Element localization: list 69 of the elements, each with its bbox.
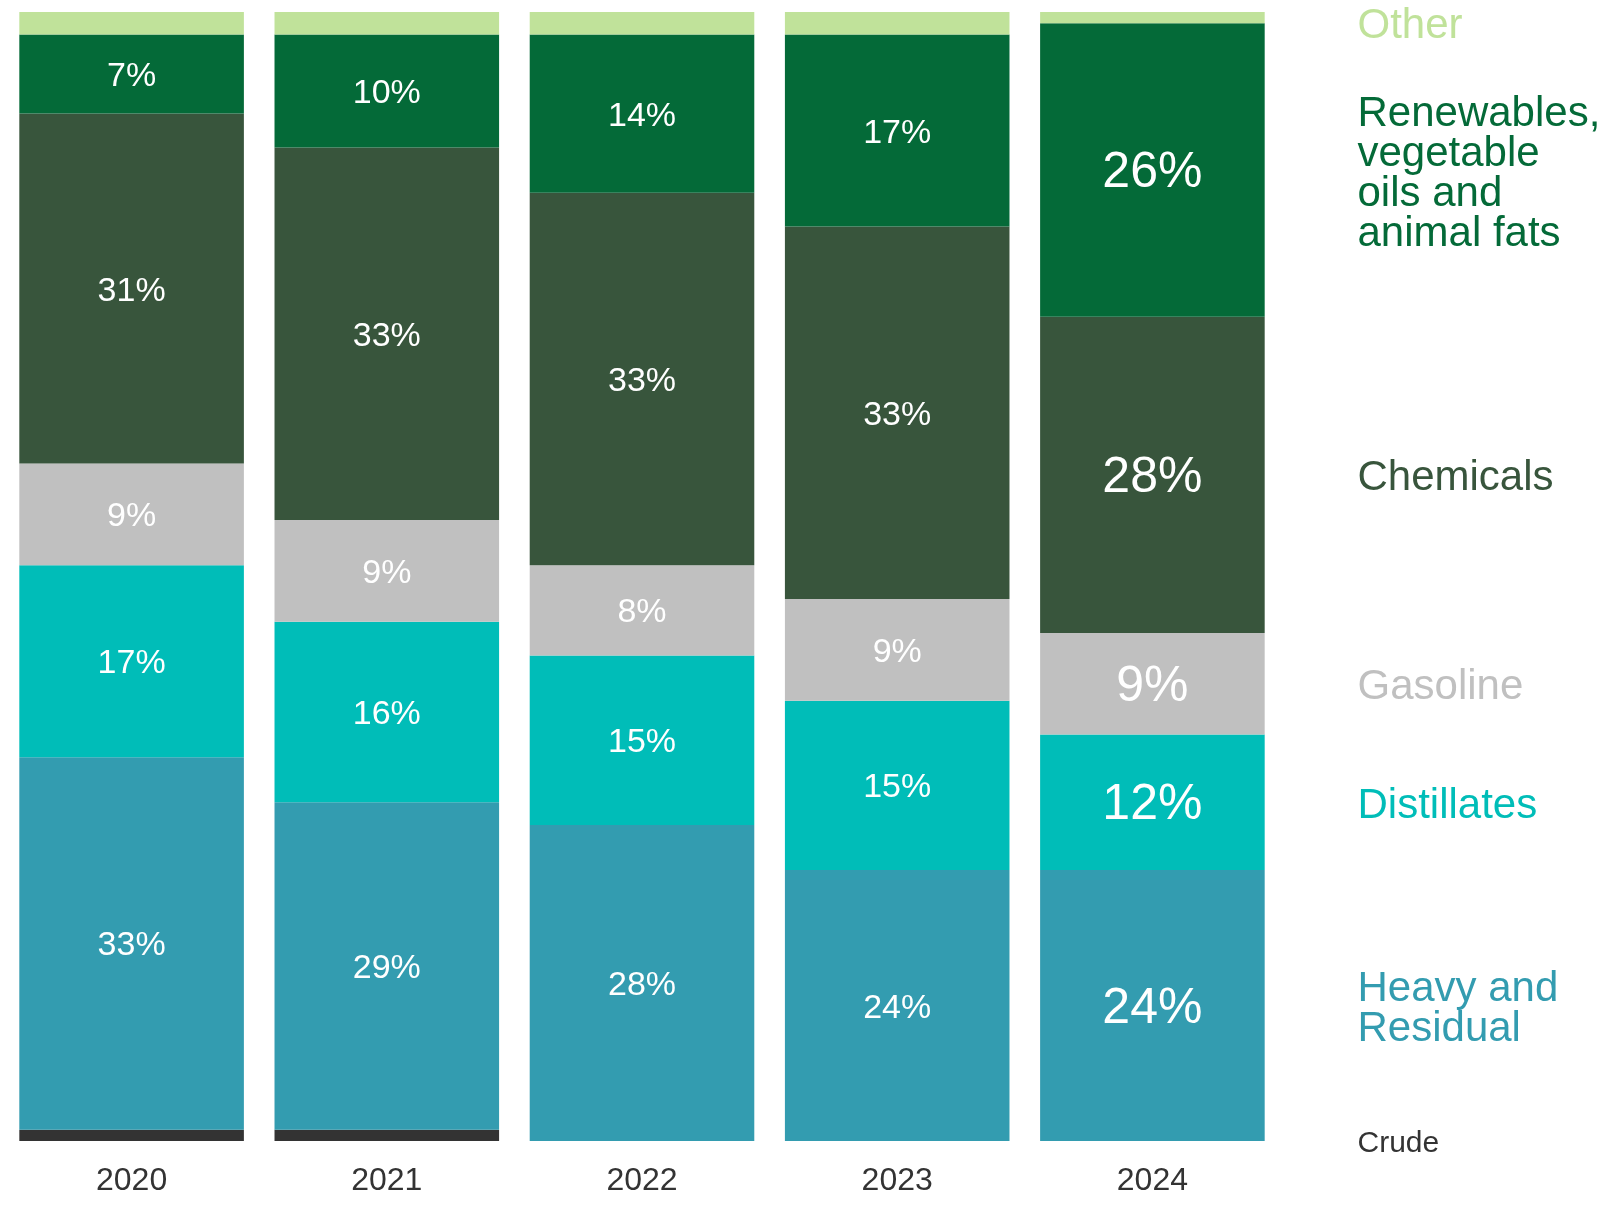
data-label: 15% bbox=[863, 766, 932, 805]
data-label: 31% bbox=[97, 269, 166, 308]
data-label: 29% bbox=[352, 947, 421, 986]
bar bbox=[274, 802, 500, 1130]
bar bbox=[784, 870, 1010, 1141]
data-label: 24% bbox=[1102, 977, 1203, 1034]
data-label: 33% bbox=[352, 314, 421, 353]
bar bbox=[1040, 734, 1265, 871]
x-tick-label: 2022 bbox=[606, 1161, 678, 1197]
x-tick-label: 2021 bbox=[351, 1161, 423, 1197]
bar bbox=[529, 565, 755, 656]
bar bbox=[784, 599, 1010, 701]
bar bbox=[529, 34, 755, 193]
text: Gasoline bbox=[1357, 661, 1524, 709]
bar bbox=[274, 1129, 500, 1141]
bar bbox=[274, 621, 500, 803]
data-label: 15% bbox=[607, 721, 677, 760]
data-label: 26% bbox=[1102, 142, 1203, 199]
data-label: 12% bbox=[1102, 774, 1203, 831]
bar bbox=[1040, 23, 1265, 317]
text: Distillates bbox=[1357, 779, 1538, 827]
bar bbox=[274, 147, 500, 521]
data-label: 17% bbox=[97, 642, 166, 681]
data-label: 7% bbox=[107, 55, 157, 94]
bar bbox=[19, 1129, 244, 1141]
x-tick-label: 2024 bbox=[1116, 1161, 1188, 1197]
data-label: 28% bbox=[607, 963, 677, 1002]
bar bbox=[19, 757, 244, 1130]
data-label: 33% bbox=[607, 359, 677, 398]
data-label: 16% bbox=[352, 692, 421, 731]
bar bbox=[19, 34, 244, 114]
bar bbox=[1040, 870, 1265, 1141]
bar bbox=[529, 192, 755, 566]
data-label: 24% bbox=[863, 986, 932, 1025]
text: Other bbox=[1357, 0, 1463, 47]
x-tick-label: 2020 bbox=[96, 1161, 168, 1197]
data-label: 9% bbox=[107, 495, 157, 534]
data-label: 10% bbox=[352, 72, 421, 111]
text: Renewables, vegetable oils and animal fats bbox=[1357, 87, 1601, 255]
bar bbox=[529, 824, 755, 1141]
bar bbox=[274, 12, 500, 35]
data-label: 9% bbox=[362, 551, 412, 590]
bar bbox=[784, 34, 1010, 227]
bar bbox=[1040, 316, 1265, 633]
text: Chemicals bbox=[1357, 452, 1554, 500]
bar bbox=[19, 463, 244, 566]
bar bbox=[274, 34, 500, 148]
bar bbox=[784, 12, 1010, 35]
bar bbox=[274, 520, 500, 622]
bar bbox=[19, 565, 244, 758]
bar bbox=[784, 226, 1010, 600]
data-label: 28% bbox=[1102, 446, 1203, 503]
data-label: 9% bbox=[1116, 655, 1189, 712]
data-label: 17% bbox=[863, 111, 932, 150]
bar bbox=[784, 700, 1010, 871]
bar bbox=[529, 12, 755, 35]
text: Heavy and Residual bbox=[1357, 963, 1559, 1051]
data-label: 9% bbox=[872, 630, 922, 669]
data-label: 8% bbox=[617, 591, 667, 630]
bar bbox=[19, 113, 244, 464]
data-label: 33% bbox=[863, 393, 932, 432]
bar bbox=[1040, 12, 1265, 24]
data-label: 14% bbox=[607, 94, 677, 133]
data-label: 33% bbox=[97, 924, 166, 963]
x-tick-label: 2023 bbox=[861, 1161, 933, 1197]
text: Crude bbox=[1357, 1124, 1440, 1158]
bar bbox=[19, 12, 244, 35]
bar bbox=[1040, 632, 1265, 735]
bar bbox=[529, 655, 755, 825]
